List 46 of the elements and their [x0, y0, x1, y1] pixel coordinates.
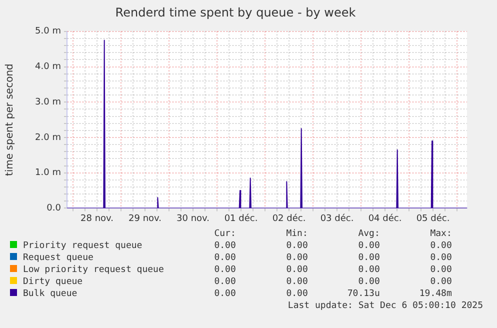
text: 0.00 [429, 276, 452, 288]
y-tick-label: 1.0 m [35, 168, 61, 178]
text: 0.00 [213, 252, 236, 264]
legend-label: Bulk queue [23, 289, 78, 299]
text: Last update: Sat Dec 6 05:00:10 2025 [286, 300, 484, 312]
text: 0.00 [285, 240, 308, 252]
y-tick-label: 3.0 m [35, 97, 61, 108]
text: 0.00 [285, 288, 308, 300]
y-tick-label: 0.0 [46, 204, 62, 214]
text: 19.48m [418, 288, 452, 300]
text: 0.00 [357, 264, 380, 276]
x-tick-label: 28 nov. [80, 214, 114, 224]
text: 0.00 [285, 264, 308, 276]
text: 0.00 [213, 288, 236, 300]
text: 0.00 [213, 264, 236, 276]
text: 0.00 [357, 276, 380, 288]
x-tick-label: 30 nov. [176, 214, 210, 224]
text: 0.00 [429, 264, 452, 276]
x-tick-label: 05 déc. [416, 212, 450, 224]
text: Min: [285, 228, 308, 240]
text: 0.00 [429, 240, 452, 252]
text: 0.00 [213, 240, 236, 252]
text: Avg: [357, 228, 380, 240]
text: Cur: [213, 228, 236, 240]
chart-title: Renderd time spent by queue - by week [115, 5, 356, 20]
text: 70.13u [346, 288, 380, 300]
x-tick-label: 02 déc. [272, 212, 306, 224]
text: 0.00 [357, 240, 380, 252]
x-tick-label: 01 déc. [224, 212, 258, 224]
x-tick-label: 04 déc. [368, 212, 402, 224]
text: Max: [429, 228, 452, 240]
y-tick-label: 4.0 m [35, 62, 61, 72]
legend-label: Low priority request queue [23, 265, 164, 275]
text: 0.00 [357, 252, 380, 264]
legend-label: Dirty queue [23, 277, 83, 287]
y-axis-title: time spent per second [4, 64, 16, 176]
text: 0.00 [429, 252, 452, 264]
legend-label: Priority request queue [23, 241, 142, 251]
text: 0.00 [285, 252, 308, 264]
y-tick-label: 5.0 m [35, 26, 61, 37]
legend-label: Request queue [23, 253, 94, 263]
text: 0.00 [285, 276, 308, 288]
x-tick-label: 03 déc. [320, 212, 354, 224]
y-tick-label: 2.0 m [35, 132, 61, 143]
text: 0.00 [213, 276, 236, 288]
x-tick-label: 29 nov. [128, 214, 162, 224]
